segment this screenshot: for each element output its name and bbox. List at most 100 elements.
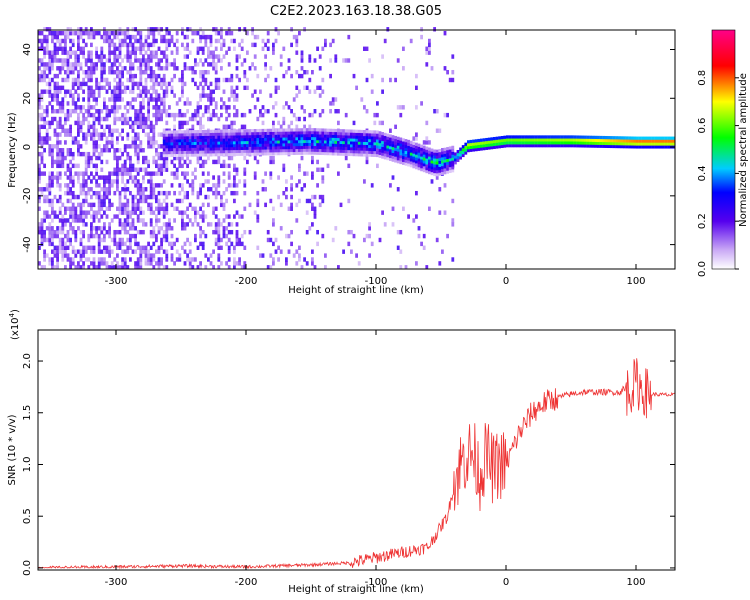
spectrogram-signal-cell [376, 153, 379, 158]
spectrogram-noise-cell [311, 159, 314, 165]
spectrogram-noise-cell [334, 54, 338, 59]
spectrogram-noise-cell [123, 241, 127, 247]
spectrogram-noise-cell [139, 105, 143, 110]
spectrogram-noise-cell [144, 187, 148, 192]
spectrogram-noise-cell [152, 155, 156, 161]
spectrogram-noise-cell [199, 97, 202, 102]
spectrogram-noise-cell [217, 85, 221, 91]
spectrogram-noise-cell [152, 257, 156, 262]
spectrogram-noise-cell [233, 249, 236, 254]
spectrogram-noise-cell [290, 183, 293, 188]
spectrogram-signal-cell [376, 130, 379, 134]
spectrogram-signal-cell [459, 156, 462, 160]
spectrogram-noise-cell [149, 261, 153, 266]
spectrogram-noise-cell [144, 34, 148, 40]
spectrogram-signal-cell [433, 172, 436, 177]
spectrogram-noise-cell [105, 58, 109, 63]
spectrogram-noise-cell [43, 171, 46, 176]
spectrogram-noise-cell [105, 148, 109, 153]
spectrogram-noise-cell [53, 249, 57, 254]
spectrogram-noise-cell [451, 222, 455, 227]
spectrogram-noise-cell [56, 229, 59, 235]
spectrogram-noise-cell [165, 46, 169, 51]
spectrogram-signal-cell [394, 144, 397, 148]
spectrogram-noise-cell [48, 179, 52, 184]
spectrogram-noise-cell [222, 124, 226, 130]
spectrogram-noise-cell [170, 245, 174, 250]
spectrogram-noise-cell [214, 54, 218, 59]
spectrogram-noise-cell [92, 124, 96, 130]
spectrogram-noise-cell [370, 73, 374, 79]
spectrogram-noise-cell [220, 58, 223, 63]
spectrogram-noise-cell [181, 81, 184, 87]
spectrogram-signal-cell [214, 135, 218, 139]
spectrogram-noise-cell [261, 179, 265, 184]
spectrogram-noise-cell [95, 81, 98, 87]
spectrogram-signal-cell [612, 141, 616, 146]
spectrogram-signal-cell [311, 145, 314, 149]
spectrogram-signal-cell [672, 142, 676, 146]
spectrogram-noise-cell [152, 124, 156, 130]
spectrogram-noise-cell [451, 69, 455, 75]
spectrogram-signal-cell [196, 147, 200, 151]
spectrogram-signal-cell [454, 155, 457, 159]
spectrogram-signal-cell [251, 129, 254, 133]
spectrogram-signal-cell [277, 143, 280, 147]
spectrogram-signal-cell [498, 136, 501, 140]
spectrogram-signal-cell [610, 136, 613, 140]
spectrogram-signal-cell [378, 145, 382, 150]
spectrogram-signal-cell [604, 138, 608, 143]
spectrogram-signal-cell [212, 135, 215, 139]
spectrogram-noise-cell [285, 261, 288, 266]
spectrogram-signal-cell [664, 142, 668, 146]
spectrogram-noise-cell [220, 163, 223, 169]
spectrogram-signal-cell [662, 145, 665, 149]
spectrogram-noise-cell [100, 69, 104, 75]
spectrogram-signal-cell [308, 145, 312, 149]
spectrogram-noise-cell [87, 66, 91, 71]
spectrogram-noise-cell [157, 30, 161, 36]
spectrogram-signal-cell [274, 131, 278, 135]
spectrogram-signal-cell [290, 128, 293, 132]
spectrogram-signal-cell [170, 145, 174, 149]
spectrogram-noise-cell [92, 112, 96, 118]
spectrogram-noise-cell [113, 42, 117, 48]
spectrogram-noise-cell [136, 229, 140, 235]
spectrogram-signal-cell [555, 135, 559, 139]
spectrogram-noise-cell [38, 66, 41, 71]
spectrogram-noise-cell [175, 237, 179, 243]
spectrogram-noise-cell [235, 167, 239, 172]
spectrogram-noise-cell [220, 46, 223, 51]
spectrogram-noise-cell [71, 93, 75, 98]
spectrogram-signal-cell [415, 163, 418, 167]
spectrogram-noise-cell [43, 257, 46, 262]
spectrogram-noise-cell [58, 155, 62, 161]
spectrogram-noise-cell [71, 257, 75, 262]
spectrogram-noise-cell [139, 101, 143, 106]
spectrogram-noise-cell [40, 30, 44, 36]
spectrogram-noise-cell [77, 112, 80, 118]
spectrogram-signal-cell [428, 168, 431, 172]
spectrogram-signal-cell [464, 151, 468, 155]
spectrogram-signal-cell [287, 137, 291, 141]
spectrogram-noise-cell [116, 85, 119, 91]
spectrogram-signal-cell [391, 143, 395, 148]
spectrogram-noise-cell [40, 155, 44, 161]
spectrogram-noise-cell [82, 46, 85, 51]
spectrogram-noise-cell [139, 77, 143, 83]
spectrogram-noise-cell [227, 62, 231, 67]
spectrogram-noise-cell [134, 194, 137, 200]
spectrogram-noise-cell [261, 46, 265, 51]
snr-frame [37, 329, 676, 571]
spectrogram-signal-cell [409, 155, 413, 159]
spectrogram-signal-cell [272, 149, 275, 153]
spectrogram-noise-cell [318, 167, 322, 172]
spectrogram-signal-cell [396, 151, 400, 155]
spectrogram-signal-cell [326, 149, 330, 153]
spectrogram-noise-cell [298, 198, 301, 204]
spectrogram-noise-cell [105, 214, 109, 219]
spectrogram-signal-cell [303, 136, 306, 141]
spectrogram-signal-cell [199, 132, 202, 137]
spectrogram-noise-cell [43, 194, 46, 200]
spectrogram-signal-cell [396, 154, 400, 158]
